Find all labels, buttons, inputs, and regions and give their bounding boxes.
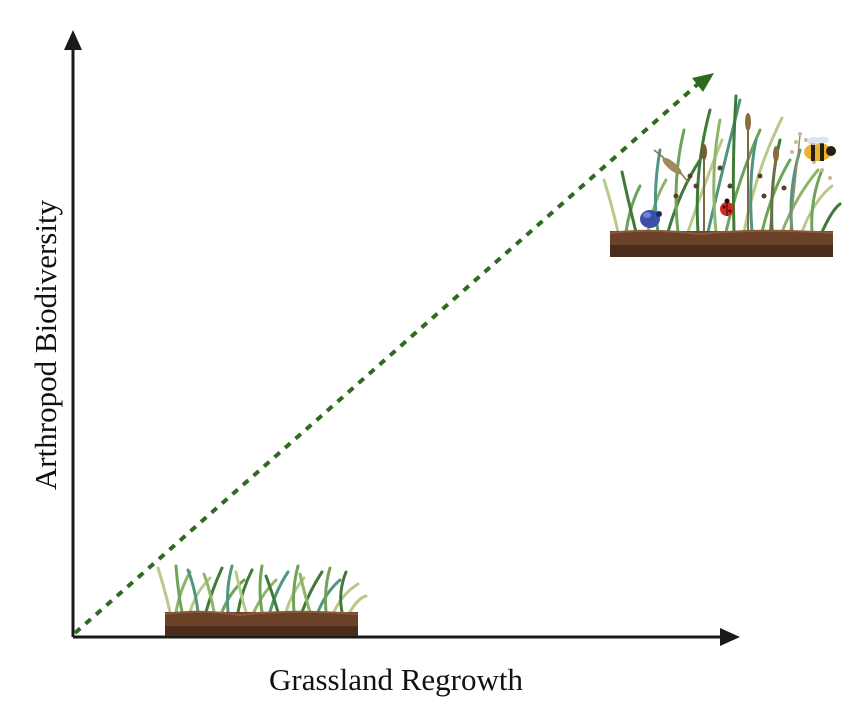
y-axis-label: Arthropod Biodiversity	[28, 199, 63, 490]
trend-arrow	[73, 73, 714, 635]
grasshopper-icon	[653, 149, 689, 183]
y-axis-arrowhead	[64, 30, 82, 50]
ladybug-icon	[720, 198, 734, 216]
bumblebee-icon	[804, 136, 836, 161]
tall-grass-icon	[602, 94, 842, 234]
x-axis-label: Grassland Regrowth	[269, 662, 523, 697]
soil-strip	[164, 610, 359, 636]
trend-arrowhead	[692, 73, 714, 92]
short-grass-icon	[156, 564, 368, 614]
low-regrowth-scene	[156, 564, 368, 636]
x-axis	[73, 628, 740, 646]
blue-beetle-icon	[640, 210, 662, 228]
x-axis-arrowhead	[720, 628, 740, 646]
seed-heads	[673, 113, 832, 233]
y-axis	[64, 30, 82, 637]
high-regrowth-scene	[602, 94, 842, 257]
soil-strip	[609, 229, 834, 257]
